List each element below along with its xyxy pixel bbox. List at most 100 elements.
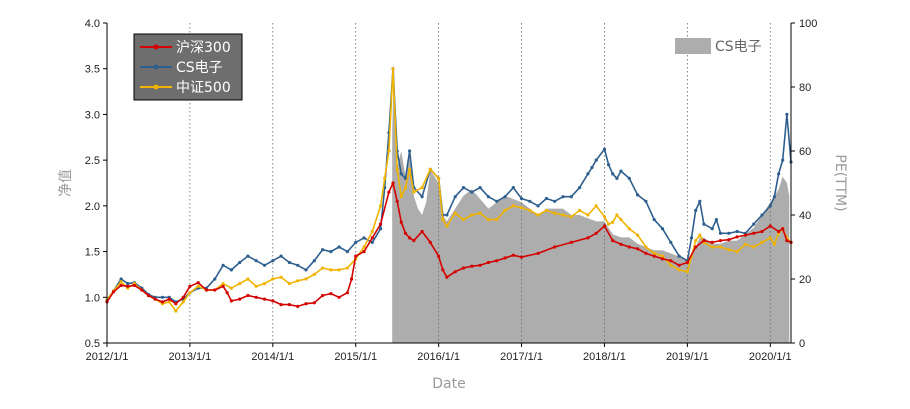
- series-cs-elec-point: [702, 222, 706, 226]
- series-zz500-point: [710, 245, 714, 249]
- series-cs-elec-point: [594, 158, 598, 162]
- series-hs300-point: [660, 257, 665, 261]
- series-zz500-point: [602, 215, 607, 219]
- series-hs300-point: [760, 229, 764, 234]
- series-cs-elec-point: [718, 231, 723, 235]
- legend-marker-cs-elec: [153, 64, 159, 70]
- series-zz500-point: [437, 176, 441, 180]
- series-zz500-point: [196, 284, 200, 288]
- series-hs300-point: [225, 291, 229, 295]
- series-zz500-point: [387, 149, 391, 153]
- series-hs300-point: [685, 260, 690, 265]
- series-zz500-point: [772, 242, 777, 246]
- series-hs300-point: [337, 295, 341, 299]
- series-hs300-point: [420, 229, 424, 234]
- series-cs-elec-point: [669, 240, 673, 244]
- series-zz500-point: [528, 208, 532, 212]
- series-hs300-point: [710, 240, 714, 244]
- series-zz500-point: [453, 211, 457, 215]
- series-cs-elec-point: [238, 260, 242, 265]
- series-hs300-point: [204, 288, 209, 292]
- x-tick-label: 2015/1/1: [334, 351, 377, 363]
- series-hs300-point: [511, 253, 515, 257]
- legend-label-zz500: 中证500: [176, 80, 231, 96]
- series-hs300-point: [221, 284, 225, 288]
- series-hs300-point: [553, 245, 557, 249]
- series-hs300-point: [694, 245, 698, 249]
- x-axis-title: Date: [432, 376, 465, 392]
- series-hs300-point: [536, 251, 540, 255]
- series-cs-elec-point: [619, 169, 623, 173]
- series-hs300-point: [781, 227, 785, 231]
- series-cs-elec-point: [677, 254, 681, 258]
- series-cs-elec-point: [379, 227, 383, 231]
- series-hs300-point: [594, 231, 598, 235]
- series-hs300-point: [644, 251, 648, 255]
- y2-axis-title: PE(TTM): [832, 154, 848, 211]
- series-zz500-point: [698, 233, 702, 237]
- series-hs300-point: [403, 231, 408, 235]
- y-axis-title: 净值: [58, 169, 74, 197]
- series-zz500-point: [379, 204, 383, 208]
- series-hs300-point: [146, 293, 151, 298]
- series-hs300-point: [132, 283, 136, 287]
- series-cs-elec-point: [607, 163, 611, 167]
- series-hs300-point: [181, 295, 185, 299]
- series-zz500-point: [408, 167, 412, 171]
- series-hs300-point: [391, 181, 395, 185]
- series-cs-elec-point: [689, 236, 694, 240]
- series-zz500-point: [221, 282, 225, 286]
- series-zz500-point: [412, 190, 416, 194]
- series-hs300-point: [287, 303, 291, 307]
- pe-area-layer: [392, 61, 790, 344]
- series-zz500-point: [428, 167, 432, 171]
- x-tick-label: 2014/1/1: [251, 351, 294, 363]
- series-cs-elec-point: [403, 176, 408, 180]
- series-hs300-point: [379, 222, 383, 226]
- series-zz500-point: [395, 167, 399, 171]
- series-hs300-point: [140, 288, 144, 292]
- series-cs-elec-point: [553, 199, 557, 203]
- series-zz500-point: [304, 277, 308, 281]
- series-cs-elec-point: [486, 195, 490, 199]
- series-cs-elec-point: [399, 172, 403, 176]
- series-zz500-point: [391, 67, 395, 71]
- series-zz500-point: [569, 215, 573, 219]
- series-zz500-point: [727, 248, 731, 252]
- series-cs-elec-point: [408, 149, 412, 153]
- series-cs-elec-point: [694, 208, 698, 212]
- series-cs-elec-point: [312, 259, 316, 263]
- x-tick-label: 2020/1/1: [749, 351, 792, 363]
- series-cs-elec-point: [590, 165, 594, 170]
- x-tick-label: 2016/1/1: [417, 351, 460, 363]
- series-hs300-point: [428, 240, 432, 244]
- series-cs-elec-point: [321, 248, 325, 252]
- series-cs-elec-point: [578, 186, 582, 190]
- series-zz500-point: [445, 224, 449, 228]
- series-hs300-point: [441, 268, 445, 272]
- series-hs300-point: [174, 302, 178, 306]
- series-hs300-point: [569, 240, 573, 244]
- legend-swatch-pe: [675, 38, 711, 54]
- series-hs300-point: [586, 236, 590, 240]
- series-zz500-point: [461, 218, 466, 222]
- series-hs300-point: [238, 297, 242, 301]
- series-hs300-point: [702, 239, 706, 243]
- series-hs300-point: [354, 254, 358, 258]
- series-cs-elec-point: [714, 218, 719, 222]
- series-zz500-point: [677, 268, 681, 272]
- series-hs300-point: [619, 242, 623, 246]
- series-cs-elec-point: [470, 190, 474, 194]
- series-hs300-point: [437, 254, 441, 258]
- series-zz500-point: [279, 275, 283, 279]
- series-hs300-point: [445, 275, 449, 279]
- series-hs300-point: [718, 239, 723, 243]
- series-zz500-point: [586, 213, 590, 217]
- series-cs-elec-point: [727, 231, 731, 235]
- series-hs300-point: [461, 266, 466, 270]
- series-zz500-point: [229, 286, 233, 290]
- series-zz500-point: [246, 277, 250, 281]
- series-cs-elec-point: [279, 254, 283, 258]
- series-zz500-point: [362, 245, 366, 249]
- legend-label-pe: CS电子: [715, 39, 762, 55]
